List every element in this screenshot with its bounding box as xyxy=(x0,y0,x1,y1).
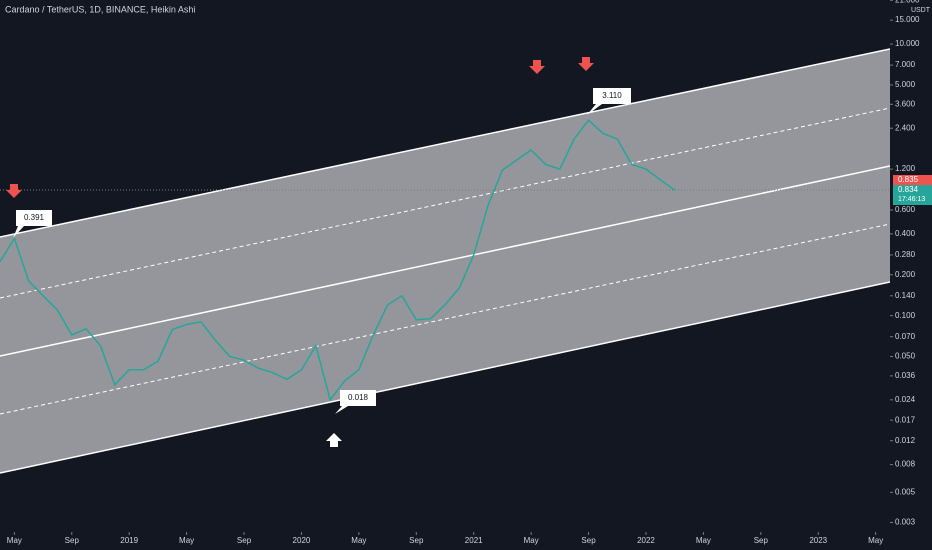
x-axis: May Sep 2019 May Sep 2020 May Sep 2021 May Sep 2022… xyxy=(7,532,883,545)
price-line xyxy=(0,119,676,402)
countdown: 17:46:13 xyxy=(898,196,925,203)
x-tick-label: 2022 xyxy=(637,536,655,545)
y-tick-label: 0.036 xyxy=(895,371,916,380)
y-tick-label: 5.000 xyxy=(895,80,916,89)
plot xyxy=(0,119,676,402)
callout xyxy=(587,88,631,115)
channel-quarter xyxy=(0,223,891,415)
y-tick-label: 0.600 xyxy=(895,205,916,214)
y-tick-label: 15.000 xyxy=(895,15,920,24)
y-tick-label: 0.008 xyxy=(895,460,916,469)
price-label-bg xyxy=(893,175,932,185)
x-tick-label: 2020 xyxy=(293,536,311,545)
y-tick-label: 1.200 xyxy=(895,164,916,173)
arrow-down xyxy=(578,57,594,71)
y-tick-label: 0.070 xyxy=(895,332,916,341)
y-tick-label: 0.003 xyxy=(895,518,916,527)
x-tick-label: Sep xyxy=(754,536,769,545)
y-tick-label: 0.017 xyxy=(895,415,916,424)
x-tick-label: Sep xyxy=(237,536,252,545)
price-label: 0.834 xyxy=(898,185,919,194)
y-tick-label: 2.400 xyxy=(895,123,916,132)
x-tick-label: May xyxy=(524,536,539,545)
x-tick-label: May xyxy=(696,536,711,545)
channel-mid xyxy=(0,165,891,357)
x-tick-label: May xyxy=(868,536,883,545)
price-label-bg xyxy=(893,185,932,205)
channel-top xyxy=(0,48,891,238)
annotation: 3.110 xyxy=(602,91,622,100)
x-tick-label: May xyxy=(351,536,366,545)
y-tick-label: 10.000 xyxy=(895,39,920,48)
y-tick-label: 0.005 xyxy=(895,487,916,496)
y-tick-label: 0.200 xyxy=(895,270,916,279)
callout xyxy=(13,210,52,238)
x-tick-label: May xyxy=(7,536,22,545)
callout xyxy=(335,390,376,414)
annotation: 0.391 xyxy=(24,213,45,222)
x-tick-label: May xyxy=(179,536,194,545)
y-tick-label: 21.000 xyxy=(895,0,920,4)
x-tick-label: 2023 xyxy=(809,536,827,545)
axis-unit: USDT xyxy=(911,7,931,14)
x-tick-label: Sep xyxy=(409,536,424,545)
x-tick-label: 2019 xyxy=(120,536,138,545)
channel-quarter xyxy=(0,107,891,299)
y-axis: 21.000 15.000 10.000 7.000 5.000 3.600 2.400 1.… xyxy=(890,0,920,527)
x-tick-label: 2021 xyxy=(465,536,483,545)
y-tick-label: 7.000 xyxy=(895,60,916,69)
time-axis xyxy=(0,532,932,550)
y-tick-label: 0.100 xyxy=(895,311,916,320)
channel-bottom xyxy=(0,281,891,474)
channel xyxy=(0,48,891,474)
y-tick-label: 0.280 xyxy=(895,250,916,259)
price-axis xyxy=(890,0,932,550)
arrow-up xyxy=(326,433,342,447)
y-tick-label: 0.024 xyxy=(895,395,916,404)
y-tick-label: 3.600 xyxy=(895,99,916,108)
y-tick-label: 0.140 xyxy=(895,291,916,300)
chart-title: Cardano / TetherUS, 1D, BINANCE, Heikin … xyxy=(5,4,195,14)
x-tick-label: Sep xyxy=(65,536,80,545)
annotation: 0.018 xyxy=(348,393,369,402)
y-tick-label: 0.400 xyxy=(895,229,916,238)
y-tick-label: 0.050 xyxy=(895,352,916,361)
x-tick-label: Sep xyxy=(581,536,596,545)
arrow-down xyxy=(6,184,22,198)
y-tick-label: 0.012 xyxy=(895,436,916,445)
price-label: 0.835 xyxy=(898,175,919,184)
arrow-down xyxy=(529,60,545,74)
